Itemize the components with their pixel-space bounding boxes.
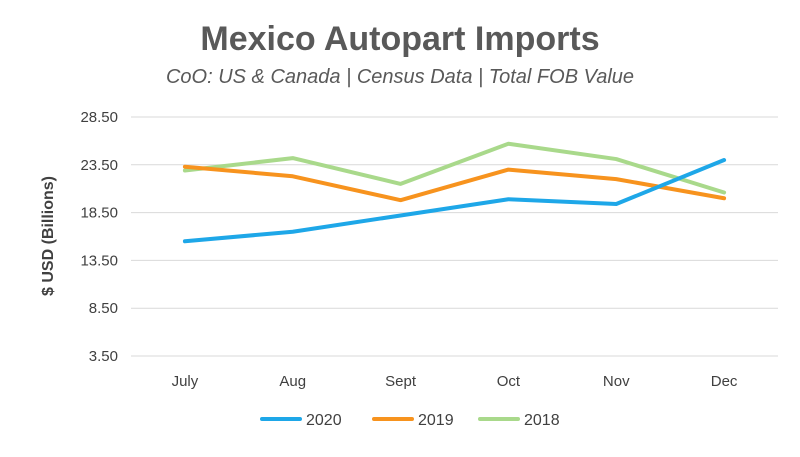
series-lines bbox=[182, 141, 727, 244]
x-tick-label: Oct bbox=[497, 373, 521, 390]
legend-label-2018: 2018 bbox=[524, 412, 560, 429]
legend: 2020 2019 2018 bbox=[260, 412, 560, 429]
y-tick-label: 13.50 bbox=[80, 252, 118, 269]
chart-subtitle: CoO: US & Canada | Census Data | Total F… bbox=[165, 66, 635, 88]
y-axis-label: $ USD (Billions) bbox=[40, 176, 57, 296]
series-line-2019 bbox=[182, 164, 727, 203]
y-tick-label: 18.50 bbox=[80, 205, 118, 222]
x-tick-label: July bbox=[172, 373, 199, 390]
y-tick-label: 3.50 bbox=[89, 348, 118, 365]
x-axis-ticks: July Aug Sept Oct Nov Dec bbox=[172, 373, 738, 390]
series-line-2018 bbox=[182, 141, 727, 195]
legend-label-2019: 2019 bbox=[418, 412, 454, 429]
x-tick-label: Sept bbox=[385, 373, 417, 390]
x-tick-label: Aug bbox=[279, 373, 306, 390]
y-tick-label: 8.50 bbox=[89, 300, 118, 317]
y-tick-label: 23.50 bbox=[80, 157, 118, 174]
series-line-2020 bbox=[182, 158, 727, 244]
legend-label-2020: 2020 bbox=[306, 412, 342, 429]
x-tick-label: Dec bbox=[711, 373, 738, 390]
x-tick-label: Nov bbox=[603, 373, 630, 390]
y-tick-label: 28.50 bbox=[80, 109, 118, 126]
chart-title: Mexico Autopart Imports bbox=[200, 20, 600, 58]
y-axis-ticks: 3.50 8.50 13.50 18.50 23.50 28.50 bbox=[80, 109, 118, 365]
